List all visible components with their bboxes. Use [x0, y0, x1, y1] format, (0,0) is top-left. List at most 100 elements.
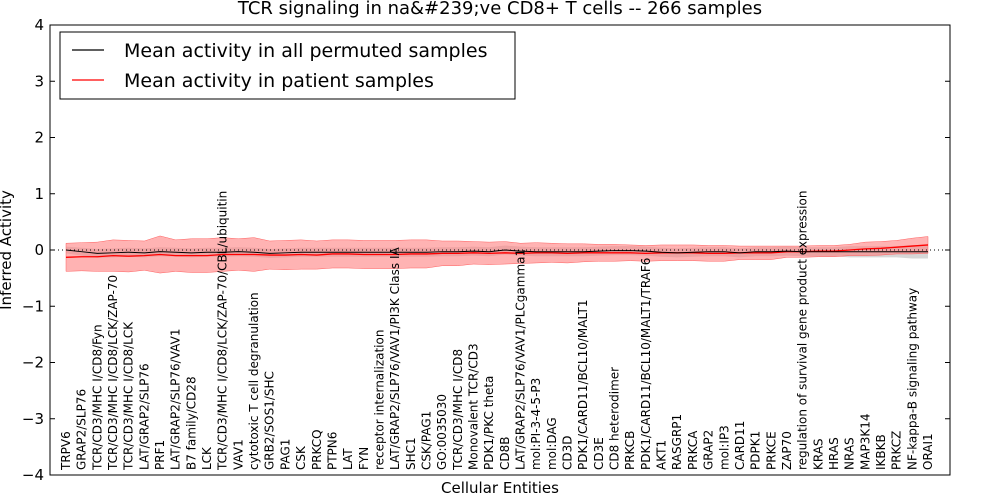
patient-point-32	[567, 252, 569, 254]
patient-point-50	[849, 249, 851, 251]
y-tick-label: 0	[34, 241, 44, 259]
patient-point-46	[786, 251, 788, 253]
patient-point-40	[692, 252, 694, 254]
x-tick-label: LAT	[341, 448, 355, 470]
patient-point-54	[911, 245, 913, 247]
patient-point-8	[190, 255, 192, 257]
permuted-point-54	[911, 251, 913, 253]
x-tick-label: TRPV6	[59, 431, 73, 471]
patient-point-17	[331, 253, 333, 255]
x-tick-label: CSK/PAG1	[419, 411, 433, 470]
patient-point-31	[551, 252, 553, 254]
x-tick-label: LCK	[200, 446, 214, 470]
patient-point-2	[96, 256, 98, 258]
x-tick-label: CD8 heterodimer	[608, 367, 622, 470]
permuted-point-9	[206, 251, 208, 253]
patient-point-9	[206, 255, 208, 257]
patient-point-43	[739, 252, 741, 254]
legend-box	[59, 31, 516, 100]
x-tick-label: CD8B	[498, 437, 512, 471]
x-tick-label: LAT/GRAP2/SLP76	[137, 363, 151, 470]
patient-point-42	[723, 252, 725, 254]
patient-point-41	[708, 252, 710, 254]
patient-point-15	[300, 254, 302, 256]
permuted-point-1	[81, 251, 83, 253]
x-tick-label: CSK	[294, 445, 308, 470]
patient-point-45	[770, 252, 772, 254]
x-tick-label: PRKCE	[764, 431, 778, 470]
x-tick-label: LAT/GRAP2/SLP76/VAV1/PI3K Class IA	[388, 246, 402, 470]
y-tick-label: 4	[34, 16, 44, 34]
x-tick-label: GRB2/SOS1/SHC	[263, 371, 277, 470]
x-tick-label: TCR/CD3/MHC I/CD8/LCK/ZAP-70	[106, 275, 120, 471]
patient-point-53	[896, 246, 898, 248]
x-axis-label: Cellular Entities	[441, 479, 559, 497]
permuted-point-5	[143, 252, 145, 254]
x-tick-label: LAT/GRAP2/SLP76/VAV1	[169, 329, 183, 470]
permuted-point-8	[190, 252, 192, 254]
x-tick-labels: TRPV6 GRAP2/SLP76 TCR/CD3/MHC I/CD8/Fyn TCR…	[59, 191, 935, 471]
x-tick-label: PRKCQ	[310, 429, 324, 470]
patient-point-51	[864, 248, 866, 250]
permuted-point-36	[629, 250, 631, 252]
x-tick-label: GO:0035030	[435, 394, 449, 470]
x-tick-label: mol:PI-3-4-5-P3	[529, 378, 543, 470]
permuted-point-19	[363, 251, 365, 253]
patient-point-38	[661, 252, 663, 254]
chart-title: TCR signaling in na&#239;ve CD8+ T cells…	[237, 0, 762, 19]
patient-point-48	[817, 250, 819, 252]
patient-point-33	[582, 252, 584, 254]
x-tick-label: RASGRP1	[670, 414, 684, 470]
permuted-point-20	[378, 251, 380, 253]
permuted-point-4	[128, 251, 130, 253]
x-tick-label: PTPN6	[325, 432, 339, 470]
permuted-point-16	[316, 251, 318, 253]
y-axis: −4 −3 −2 −1 0 1 2 3 4	[22, 16, 950, 484]
patient-point-25	[457, 252, 459, 254]
permuted-point-28	[504, 249, 506, 251]
permuted-point-52	[880, 251, 882, 253]
x-tick-label: LAT/GRAP2/SLP76/VAV1/PLCgamma1	[514, 249, 528, 470]
x-tick-label: GRAP2/SLP76	[75, 389, 89, 470]
y-tick-label: 2	[34, 129, 44, 147]
permuted-mean-line	[65, 249, 928, 254]
x-tick-label: TCR/CD3/MHC I/CD8/LCK/ZAP-70/CBL/ubiquit…	[216, 191, 230, 471]
patient-point-22	[410, 253, 412, 255]
patient-point-37	[645, 252, 647, 254]
x-tick-label: PRKCZ	[890, 431, 904, 470]
permuted-point-0	[65, 249, 67, 251]
permuted-point-14	[284, 252, 286, 254]
x-tick-label: NF-kappa-B signaling pathway	[905, 288, 919, 470]
x-tick-label: PRF1	[153, 440, 167, 470]
y-tick-label: −2	[22, 354, 44, 372]
permuted-point-15	[300, 251, 302, 253]
patient-point-30	[535, 252, 537, 254]
patient-point-12	[253, 254, 255, 256]
patient-point-24	[441, 252, 443, 254]
x-tick-label: MAP3K14	[858, 413, 872, 470]
patient-point-5	[143, 255, 145, 257]
permuted-point-11	[237, 251, 239, 253]
x-tick-label: ZAP70	[780, 431, 794, 470]
y-tick-label: 1	[34, 185, 44, 203]
permuted-point-12	[253, 251, 255, 253]
patient-point-39	[676, 252, 678, 254]
patient-point-49	[833, 250, 835, 252]
y-tick-label: −4	[22, 466, 44, 484]
legend-label-permuted: Mean activity in all permuted samples	[124, 40, 487, 62]
x-tick-label: GRAP2	[702, 430, 716, 470]
legend: Mean activity in all permuted samples Me…	[59, 31, 516, 100]
permuted-point-35	[614, 250, 616, 252]
permuted-point-7	[175, 251, 177, 253]
patient-point-4	[128, 255, 130, 257]
permuted-point-2	[96, 252, 98, 254]
patient-point-6	[159, 254, 161, 256]
plot-area	[50, 235, 950, 274]
patient-point-55	[927, 244, 929, 246]
patient-point-36	[629, 252, 631, 254]
x-tick-label: regulation of survival gene product expr…	[796, 191, 810, 470]
patient-point-13	[269, 254, 271, 256]
patient-mean-line	[65, 244, 929, 258]
x-tick-label: B7 family/CD28	[184, 376, 198, 470]
x-tick-label: IKBKB	[874, 434, 888, 470]
